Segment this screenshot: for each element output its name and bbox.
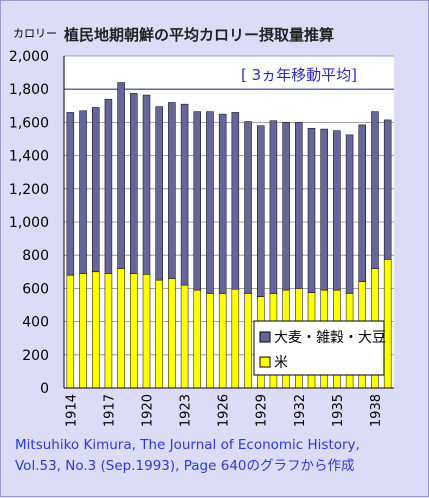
y-tick-label: 0 bbox=[40, 381, 49, 397]
y-tick-label: 1,800 bbox=[9, 82, 49, 98]
bar-rice-1918 bbox=[117, 268, 125, 389]
bar-rice-1919 bbox=[130, 273, 138, 389]
bar-rice-1917 bbox=[104, 273, 113, 389]
bar-rice-1926 bbox=[218, 293, 227, 389]
x-tick-label: 1917 bbox=[102, 394, 117, 427]
bar-grain-1938 bbox=[371, 111, 379, 269]
legend-box bbox=[253, 320, 385, 376]
bar-grain-1918 bbox=[117, 82, 125, 269]
y-tick-label: 800 bbox=[22, 248, 49, 264]
bar-grain-1925 bbox=[206, 111, 214, 294]
bar-rice-1915 bbox=[79, 273, 87, 389]
bar-rice-1927 bbox=[231, 288, 240, 389]
bar-grain-1922 bbox=[168, 102, 176, 279]
bar-grain-1921 bbox=[155, 106, 163, 281]
legend-swatch-rice bbox=[259, 356, 271, 368]
bar-rice-1928 bbox=[244, 293, 252, 389]
chart-subtitle: [ 3ヵ年移動平均] bbox=[241, 66, 357, 84]
bar-grain-1934 bbox=[320, 128, 328, 291]
bar-rice-1914 bbox=[66, 274, 75, 389]
bar-grain-1935 bbox=[333, 130, 341, 291]
legend-swatch-grain bbox=[259, 331, 271, 343]
bar-grain-1919 bbox=[130, 93, 138, 274]
x-tick-label: 1920 bbox=[141, 394, 156, 427]
y-tick-label: 400 bbox=[22, 315, 49, 331]
bar-rice-1922 bbox=[168, 278, 176, 389]
bar-grain-1936 bbox=[345, 134, 354, 294]
x-tick-label: 1932 bbox=[293, 394, 308, 427]
bar-grain-1920 bbox=[142, 94, 151, 275]
x-tick-label: 1914 bbox=[64, 394, 79, 427]
bar-grain-1917 bbox=[104, 98, 113, 274]
source-line-2: Vol.53, No.3 (Sep.1993), Page 640のグラフから作… bbox=[15, 458, 355, 474]
bar-rice-1920 bbox=[142, 274, 151, 389]
y-tick-labels: 0 200 400 600 800 1,000 1,200 1,400 1,600 1,800 2,… bbox=[9, 49, 49, 397]
y-tick-label: 1,600 bbox=[9, 115, 49, 131]
bar-grain-1915 bbox=[79, 110, 87, 274]
bar-rice-1925 bbox=[206, 293, 214, 389]
y-tick-label: 1,200 bbox=[9, 182, 49, 198]
y-tick-label: 2,000 bbox=[9, 49, 49, 65]
y-unit-label: カロリー bbox=[13, 27, 57, 40]
bar-grain-1926 bbox=[218, 113, 227, 294]
bar-grain-1916 bbox=[91, 107, 100, 273]
x-tick-label: 1923 bbox=[179, 394, 194, 427]
bar-grain-1931 bbox=[282, 122, 290, 291]
bar-grain-1924 bbox=[193, 111, 202, 291]
bar-grain-1939 bbox=[383, 119, 392, 260]
source-note: Mitsuhiko Kimura, The Journal of Economi… bbox=[15, 435, 425, 477]
bar-grain-1929 bbox=[256, 125, 265, 297]
bar-grain-1914 bbox=[66, 112, 75, 276]
bar-grain-1928 bbox=[244, 121, 252, 294]
legend-label-rice: 米 bbox=[274, 355, 288, 371]
bar-series bbox=[66, 82, 392, 389]
bar-rice-1939 bbox=[383, 259, 392, 389]
x-tick-label: 1935 bbox=[331, 394, 346, 427]
bar-rice-1921 bbox=[155, 279, 163, 389]
bar-grain-1933 bbox=[307, 127, 316, 293]
y-tick-label: 1,000 bbox=[9, 215, 49, 231]
bar-grain-1927 bbox=[231, 112, 240, 290]
bar-grain-1930 bbox=[269, 120, 278, 294]
bar-grain-1923 bbox=[180, 103, 189, 286]
chart-title: 植民地期朝鮮の平均カロリー摂取量推算 bbox=[64, 26, 334, 44]
x-tick-label: 1938 bbox=[369, 394, 384, 427]
source-line-1: Mitsuhiko Kimura, The Journal of Economi… bbox=[15, 437, 360, 453]
y-tick-label: 1,400 bbox=[9, 149, 49, 165]
bar-rice-1924 bbox=[193, 289, 202, 389]
bar-grain-1932 bbox=[295, 122, 303, 289]
x-tick-label: 1926 bbox=[217, 394, 232, 427]
x-tick-labels: 1914 1917 1920 1923 1926 1929 1932 1935 1938 bbox=[64, 394, 384, 427]
bar-rice-1916 bbox=[91, 271, 100, 389]
bar-rice-1923 bbox=[180, 284, 189, 389]
legend: 大麦・雑穀・大豆 米 bbox=[253, 320, 386, 376]
bar-grain-1937 bbox=[358, 124, 367, 283]
y-tick-label: 600 bbox=[22, 281, 49, 297]
legend-label-grain: 大麦・雑穀・大豆 bbox=[274, 330, 386, 346]
y-tick-label: 200 bbox=[22, 348, 49, 364]
x-tick-label: 1929 bbox=[255, 394, 270, 427]
